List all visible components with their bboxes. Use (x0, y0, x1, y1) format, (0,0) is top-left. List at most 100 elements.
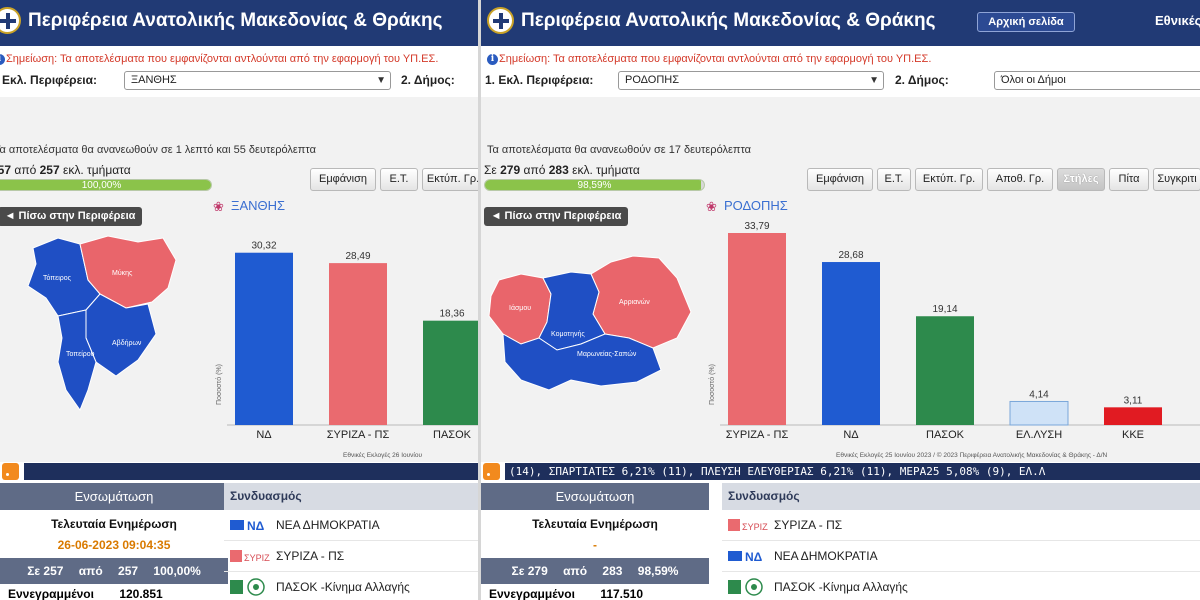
party-row: ΣΥΡΙΖΑ ΣΥΡΙΖΑ - ΠΣ (224, 541, 478, 572)
bar-value-label: 30,32 (251, 241, 276, 252)
stats-in: Σε 279 (511, 564, 548, 578)
y-axis-label: Ποσοστό (%) (708, 364, 716, 405)
map-label-3: Μαρωνείας-Σαπών (577, 350, 637, 358)
region-select-value: ΞΑΝΘΗΣ (131, 74, 177, 86)
chart-footer: Εθνικές Εκλογές 25 Ιουνίου 2023 / © 2023… (836, 451, 1108, 459)
category-label: ΠΑΣΟΚ (433, 429, 472, 441)
region-select[interactable]: ΞΑΝΘΗΣ ▼ (124, 71, 391, 90)
map-region-maroneias[interactable] (502, 333, 662, 391)
map-region-mykis[interactable] (79, 235, 177, 309)
sections-count: 257 (0, 163, 12, 177)
category-label: ΕΛ.ΛΥΣΗ (1016, 429, 1062, 441)
pie-button[interactable]: Πίτα (1109, 168, 1149, 191)
results-bar-chart: ❀ ΡΟΔΟΠΗΣ Ποσοστό (%) 33,79 ΣΥΡΙΖΑ - ΠΣ 28,68… (706, 198, 1200, 459)
left-page: Περιφέρεια Ανατολικής Μακεδονίας & Θράκη… (0, 0, 478, 600)
party-row: ΝΔ ΝΕΑ ΔΗΜΟΚΡΑΤΙΑ (224, 510, 478, 541)
rss-icon[interactable] (2, 463, 19, 480)
bar-value-label: 28,68 (838, 250, 863, 261)
party-name: ΝΕΑ ΔΗΜΟΚΡΑΤΙΑ (276, 518, 380, 532)
home-button[interactable]: Αρχική σελίδα (977, 12, 1075, 32)
site-header: Περιφέρεια Ανατολικής Μακεδονίας & Θράκη… (481, 0, 1200, 46)
region-select[interactable]: ΡΟΔΟΠΗΣ ▼ (618, 71, 884, 90)
bar-0[interactable] (728, 233, 786, 425)
party-row: ΝΔ ΝΕΑ ΔΗΜΟΚΡΑΤΙΑ (722, 541, 1200, 572)
nd-logo-icon: ΝΔ (230, 519, 265, 533)
party-row: ΠΑΣΟΚ -Κίνημα Αλλαγής (722, 572, 1200, 600)
page-title: Περιφέρεια Ανατολικής Μακεδονίας & Θράκη… (28, 10, 443, 31)
last-update-time: - (593, 538, 597, 552)
sections-of: από (523, 163, 546, 177)
bar-value-label: 18,36 (439, 309, 464, 320)
pasok-logo-icon (230, 578, 265, 596)
rss-icon[interactable] (483, 463, 500, 480)
map-label-0: Μύκης (112, 269, 133, 277)
source-note: Σημείωση: Τα αποτελέσματα που εμφανίζοντ… (499, 53, 932, 65)
bar-0[interactable] (235, 252, 293, 425)
map-label-3: Τοπείρου (66, 350, 95, 358)
svg-text:ΣΥΡΙΖΑ: ΣΥΡΙΖΑ (742, 522, 768, 532)
municipality-map: Μύκης Τόπειρος Αβδήρων Τοπείρου (27, 235, 177, 412)
syriza-logo-icon: ΣΥΡΙΖΑ (230, 550, 270, 563)
chart-flower-icon: ❀ (706, 200, 717, 215)
bar-1[interactable] (822, 262, 880, 425)
party-name: ΣΥΡΙΖΑ - ΠΣ (774, 518, 843, 532)
map-region-topeirou[interactable] (57, 309, 97, 412)
show-button[interactable]: Εμφάνιση (807, 168, 873, 191)
region-select-value: ΡΟΔΟΠΗΣ (625, 74, 680, 86)
party-name: ΣΥΡΙΖΑ - ΠΣ (276, 549, 345, 563)
registered-label: Εννεγραμμένοι (8, 587, 94, 600)
category-label: ΝΔ (256, 429, 272, 441)
cross-logo-icon (0, 7, 21, 34)
bar-4[interactable] (1104, 407, 1162, 425)
bar-value-label: 28,49 (345, 251, 370, 262)
stats-total: 283 (602, 564, 623, 578)
progress-text: 100,00% (81, 180, 122, 191)
syriza-logo-icon: ΣΥΡΙΖΑ (728, 519, 768, 532)
print-chart-button[interactable]: Εκτύπ. Γρ. (915, 168, 983, 191)
progress-bar: 98,59% (484, 179, 705, 191)
map-label-2: Αβδήρων (112, 340, 142, 347)
print-chart-button[interactable]: Εκτύπ. Γρ. (422, 168, 478, 191)
bar-value-label: 4,14 (1029, 389, 1049, 400)
pasok-logo-icon (728, 578, 763, 596)
map-label-2: Κομοτηνής (551, 331, 585, 338)
progress-text: 98,59% (577, 180, 612, 191)
bar-2[interactable] (916, 316, 974, 425)
national-elections-link[interactable]: Εθνικές (1155, 13, 1200, 28)
progress-bar: 100,00% (0, 179, 212, 191)
chart-title: ΡΟΔΟΠΗΣ (724, 198, 788, 213)
bar-1[interactable] (329, 263, 387, 425)
municipality-select[interactable]: Όλοι οι Δήμοι (994, 71, 1200, 90)
registered-row: Εννεγραμμένοι 120.851 (0, 584, 228, 600)
chevron-down-icon: ▼ (376, 75, 386, 86)
bar-3[interactable] (1009, 400, 1069, 426)
map-label-1: Τόπειρος (43, 274, 72, 282)
compare-button[interactable]: Συγκριτι (1153, 168, 1200, 191)
back-to-region-button[interactable]: ◄ Πίσω στην Περιφέρεια (484, 207, 628, 226)
back-to-region-button[interactable]: ◄ Πίσω στην Περιφέρεια (0, 207, 142, 226)
save-chart-button[interactable]: Αποθ. Γρ. (987, 168, 1053, 191)
bar-value-label: 3,11 (1124, 395, 1143, 406)
sections-counter: Σε 279 από 283 εκλ. τμήματα (484, 163, 640, 177)
municipality-map: Ιάσμου Αρριανών Κομοτηνής Μαρωνείας-Σαπώ… (488, 255, 692, 391)
stats-percent: 100,00% (153, 564, 201, 578)
chart-flower-icon: ❀ (213, 200, 224, 215)
map-region-avdiron[interactable] (85, 293, 157, 377)
et-button[interactable]: Ε.Τ. (877, 168, 911, 191)
et-button[interactable]: Ε.Τ. (380, 168, 418, 191)
integration-header: Ενσωμάτωση (481, 483, 709, 510)
last-update-title: Τελευταία Ενημέρωση (532, 517, 658, 531)
columns-button[interactable]: Στήλες (1057, 168, 1105, 191)
stats-percent: 98,59% (637, 564, 679, 578)
party-name: ΠΑΣΟΚ -Κίνημα Αλλαγής (774, 580, 908, 594)
bar-2[interactable] (423, 320, 478, 425)
integration-panel: Ενσωμάτωση Τελευταία Ενημέρωση - Σε 279 … (481, 483, 709, 600)
stats-of: από (78, 564, 103, 578)
category-label: ΠΑΣΟΚ (926, 429, 965, 441)
progress-fill (485, 180, 701, 190)
show-button[interactable]: Εμφάνιση (310, 168, 376, 191)
registered-value: 117.510 (600, 587, 644, 600)
svg-text:ΝΔ: ΝΔ (247, 519, 265, 533)
coalition-header: Συνδυασμός (224, 483, 478, 510)
party-name: ΝΕΑ ΔΗΜΟΚΡΑΤΙΑ (774, 549, 878, 563)
